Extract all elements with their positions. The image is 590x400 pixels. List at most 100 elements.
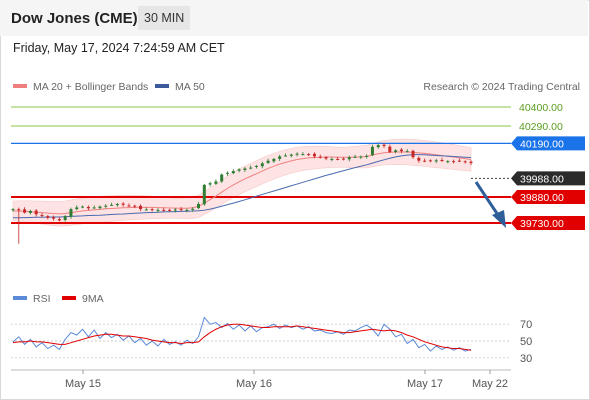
rsi-legend-label: RSI (33, 293, 51, 305)
level-tag-40190.00 (511, 136, 585, 151)
candle-body (405, 151, 409, 153)
ma9-legend-label: 9MA (82, 293, 104, 305)
candle-body (168, 209, 172, 211)
candle-body (330, 158, 334, 160)
candle-body (69, 209, 73, 217)
candle-body (341, 158, 345, 160)
ma50-line (13, 154, 472, 219)
candle-body (394, 150, 398, 153)
chart-header: Dow Jones (CME) 30 MIN (0, 0, 588, 36)
candle-body (237, 169, 241, 171)
rsi-panel: 30 50 70 (11, 316, 532, 365)
candle-body (318, 156, 322, 158)
candle-body (295, 153, 299, 155)
candle-body (272, 158, 276, 162)
candle-body (312, 153, 316, 157)
candle-body (220, 174, 224, 182)
candle-body (185, 209, 189, 211)
candle-body (17, 209, 21, 211)
candle-body (104, 205, 108, 207)
rsi-tick-30: 30 (520, 353, 532, 365)
candle-body (139, 205, 143, 210)
candle-body (428, 160, 432, 162)
candle-body (162, 209, 166, 211)
rsi-legend-swatch (13, 296, 27, 300)
candle-body (127, 205, 131, 207)
x-tick-label: May 15 (65, 378, 101, 390)
candle-body (452, 161, 456, 163)
candle-body (156, 209, 160, 211)
candle-body (28, 210, 32, 213)
level-tag-39988.00 (511, 171, 585, 186)
candle-body (115, 203, 119, 206)
x-tick-label: May 22 (472, 378, 508, 390)
x-axis: May 15 May 16 May 17 May 22 (65, 370, 508, 390)
candle-body (46, 216, 50, 218)
level-tag-39730.00 (511, 216, 585, 230)
candle-body (434, 160, 438, 162)
candle-body (411, 150, 415, 158)
candle-body (81, 206, 85, 208)
ma20-line (12, 151, 472, 215)
rsi-line (12, 316, 472, 352)
candle-body (202, 184, 206, 205)
candle-body (301, 154, 305, 156)
candle-body (98, 206, 102, 209)
candle-body (249, 167, 253, 169)
level-label-39730.00: 39730.00 (520, 218, 564, 230)
candle-body (86, 206, 90, 209)
candle-body (34, 210, 38, 215)
forecast-arrow (474, 181, 506, 228)
candle-body (40, 215, 44, 217)
candle-body (283, 155, 287, 157)
level-label-39988.00: 39988.00 (520, 173, 564, 185)
candle-body (376, 145, 380, 148)
candle-body (179, 209, 183, 211)
candle-body (359, 156, 363, 158)
candle-body (214, 181, 218, 184)
candle-body (208, 183, 212, 185)
candles (11, 143, 473, 244)
candle-body (370, 146, 374, 156)
candle-body (278, 156, 282, 159)
candle-body (307, 154, 311, 156)
forecast-arrow-shaft (474, 181, 502, 219)
rsi-tick-50: 50 (520, 336, 532, 348)
candle-body (423, 160, 427, 162)
candle-body (110, 204, 114, 206)
candle-body (440, 159, 444, 162)
ma50-legend-swatch (155, 84, 169, 88)
candle-body (254, 165, 258, 167)
candle-body (11, 209, 15, 211)
candle-body (446, 161, 450, 163)
timeframe-badge[interactable]: 30 MIN (138, 6, 191, 30)
candle-body (144, 209, 148, 211)
candle-body (197, 203, 201, 209)
candle-body (365, 155, 369, 157)
candle-body (324, 157, 328, 159)
rsi-ma-line (12, 323, 472, 351)
ma20-legend-swatch (13, 84, 27, 88)
candle-body (260, 163, 264, 167)
ma20-legend-label: MA 20 + Bollinger Bands (33, 81, 148, 93)
candle-body (417, 157, 421, 161)
candle-body (457, 160, 461, 162)
ma50-legend-label: MA 50 (175, 81, 205, 93)
moving-averages (12, 151, 472, 219)
candle-body (243, 168, 247, 171)
candle-body (121, 203, 125, 205)
level-label-40400.00: 40400.00 (519, 102, 563, 114)
candle-body (23, 209, 27, 213)
x-tick-label: May 17 (407, 378, 443, 390)
candle-body (75, 207, 79, 210)
level-label-39880.00: 39880.00 (520, 192, 564, 204)
candle-body (469, 161, 473, 164)
timestamp: Friday, May 17, 2024 7:24:59 AM CET (13, 41, 225, 55)
rsi-tick-70: 70 (520, 319, 532, 331)
price-level-labels: 40400.00 40290.00 40190.00 39988.00 39880.00… (511, 102, 585, 230)
candle-body (289, 154, 293, 156)
candle-body (388, 146, 392, 153)
candle-body (336, 158, 340, 160)
forecast-arrow-head (492, 210, 506, 228)
candle-body (150, 209, 154, 211)
